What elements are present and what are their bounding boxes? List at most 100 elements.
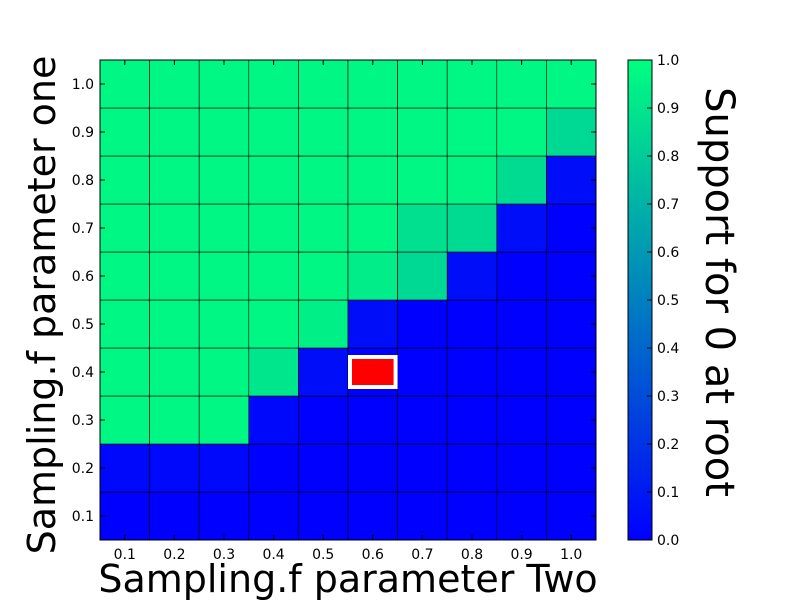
heatmap-cell: [198, 443, 250, 493]
heatmap-cell: [397, 299, 448, 349]
heatmap-cell: [397, 155, 448, 205]
heatmap-cell: [347, 251, 398, 301]
heatmap-cell: [149, 299, 200, 349]
heatmap-cell: [546, 347, 597, 397]
heatmap-cell: [397, 59, 448, 109]
heatmap-cell: [198, 251, 250, 301]
heatmap-cell: [496, 251, 547, 301]
heatmap-cell: [496, 203, 547, 253]
heatmap-cell: [248, 203, 299, 253]
heatmap-cell: [496, 491, 547, 541]
heatmap-cell: [496, 107, 547, 157]
heatmap-cell: [298, 299, 349, 349]
x-tick-label: 0.9: [510, 547, 532, 563]
y-axis-ticks: 0.1 0.2 0.3 0.4 0.5 0.6 0.7 0.8 0.9 1.0: [72, 77, 596, 525]
x-tick-label: 0.1: [114, 547, 136, 563]
heatmap-cell: [446, 251, 498, 301]
heatmap-cell: [347, 299, 398, 349]
heatmap-cell: [397, 443, 448, 493]
heatmap-cell: [298, 491, 349, 541]
y-tick-label: 0.6: [72, 269, 94, 285]
y-tick-label: 0.3: [72, 413, 94, 429]
heatmap-cell: [198, 155, 250, 205]
heatmap-cell: [496, 59, 547, 109]
heatmap-cell: [149, 203, 200, 253]
heatmap-cell: [248, 299, 299, 349]
heatmap-cell: [397, 107, 448, 157]
colorbar-tick-label: 0.1: [657, 485, 679, 501]
heatmap-cell: [198, 203, 250, 253]
heatmap-cell: [446, 347, 498, 397]
heatmap-cell: [446, 395, 498, 445]
heatmap-cell: [298, 347, 349, 397]
heatmap-cell: [248, 59, 299, 109]
heatmap-cell: [99, 443, 150, 493]
heatmap-cell: [546, 59, 597, 109]
heatmap-cell: [446, 59, 498, 109]
heatmap-cell: [397, 203, 448, 253]
heatmap-cell: [496, 443, 547, 493]
heatmap-cell: [546, 155, 597, 205]
heatmap-cell: [446, 491, 498, 541]
heatmap-cell: [446, 107, 498, 157]
heatmap-cell: [248, 395, 299, 445]
heatmap-cell: [149, 251, 200, 301]
heatmap-cell: [397, 491, 448, 541]
x-axis-title: Sampling.f parameter Two: [98, 557, 597, 600]
heatmap-cell: [99, 251, 150, 301]
heatmap-cell: [149, 443, 200, 493]
highlight-marker: [348, 355, 398, 389]
heatmap-cell: [446, 443, 498, 493]
heatmap-cell: [496, 299, 547, 349]
heatmap-cell: [99, 107, 150, 157]
colorbar-tick-label: 0.7: [657, 197, 679, 213]
x-tick-label: 0.4: [262, 547, 284, 563]
x-tick-label: 0.5: [312, 547, 334, 563]
heatmap-cell: [198, 491, 250, 541]
highlight-cell: [348, 355, 398, 389]
heatmap-cell: [496, 395, 547, 445]
heatmap-cell: [347, 395, 398, 445]
heatmap-cell: [248, 491, 299, 541]
y-axis-title: Sampling.f parameter one: [20, 56, 64, 555]
heatmap-cell: [546, 107, 597, 157]
heatmap-cell: [546, 491, 597, 541]
heatmap-cell: [347, 443, 398, 493]
heatmap-cell: [99, 299, 150, 349]
heatmap-cell: [496, 155, 547, 205]
heatmap-cells: [99, 59, 597, 541]
plot-frame: [99, 59, 597, 541]
colorbar-tick-label: 0.9: [657, 101, 679, 117]
heatmap-cell: [198, 347, 250, 397]
x-tick-label: 1.0: [560, 547, 582, 563]
heatmap-cell: [99, 59, 150, 109]
heatmap-cell: [546, 443, 597, 493]
heatmap-cell: [248, 107, 299, 157]
heatmap-cell: [99, 347, 150, 397]
heatmap-cell: [347, 59, 398, 109]
heatmap-cell: [298, 395, 349, 445]
heatmap-cell: [198, 107, 250, 157]
heatmap-cell: [99, 491, 150, 541]
x-tick-label: 0.7: [411, 547, 433, 563]
heatmap-cell: [298, 443, 349, 493]
heatmap-cell: [248, 443, 299, 493]
heatmap-cell: [198, 395, 250, 445]
heatmap-cell: [546, 251, 597, 301]
colorbar-label: Support for 0 at root: [696, 87, 742, 497]
heatmap-cell: [298, 203, 349, 253]
heatmap-cell: [149, 491, 200, 541]
x-tick-label: 0.8: [461, 547, 483, 563]
heatmap-cell: [298, 251, 349, 301]
heatmap-cell: [99, 155, 150, 205]
y-tick-label: 0.5: [72, 317, 94, 333]
heatmap-cell: [446, 155, 498, 205]
heatmap-cell: [546, 203, 597, 253]
heatmap-cell: [99, 203, 150, 253]
heatmap-cell: [446, 299, 498, 349]
heatmap-cell: [446, 203, 498, 253]
heatmap-cell: [397, 395, 448, 445]
heatmap-cell: [347, 491, 398, 541]
colorbar-tick-label: 0.2: [657, 437, 679, 453]
